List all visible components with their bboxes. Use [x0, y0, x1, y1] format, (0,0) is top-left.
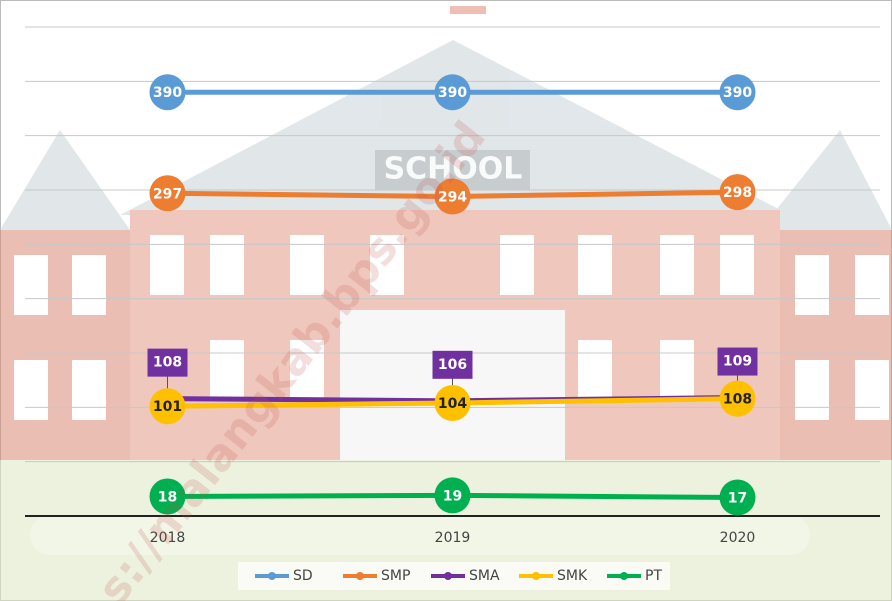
legend-dot: [444, 572, 452, 580]
data-label: 17: [728, 491, 747, 507]
legend-dot: [268, 572, 276, 580]
chart: SCHOOL 201820192020390390390297294298108…: [0, 0, 892, 601]
legend-dot: [356, 572, 364, 580]
data-label: 106: [438, 357, 467, 373]
data-label: 101: [153, 399, 182, 415]
data-label: 104: [438, 396, 467, 412]
data-label: 108: [723, 392, 752, 408]
data-label: 390: [723, 85, 752, 101]
legend-label: PT: [645, 568, 662, 584]
data-label: 297: [153, 186, 182, 202]
x-tick-label: 2020: [720, 530, 756, 546]
data-label: 19: [443, 488, 462, 504]
legend-dot: [620, 572, 628, 580]
data-label: 390: [153, 85, 182, 101]
legend-label: SMA: [469, 568, 500, 584]
legend-label: SMP: [381, 568, 410, 584]
data-label: 390: [438, 85, 467, 101]
legend-label: SMK: [557, 568, 588, 584]
legend-label: SD: [293, 568, 313, 584]
data-label: 108: [153, 355, 182, 371]
data-label: 109: [723, 354, 752, 370]
legend: SD SMP SMA SMK PT: [238, 562, 670, 590]
x-tick-label: 2019: [435, 530, 471, 546]
legend-dot: [532, 572, 540, 580]
data-label: 298: [723, 185, 752, 201]
